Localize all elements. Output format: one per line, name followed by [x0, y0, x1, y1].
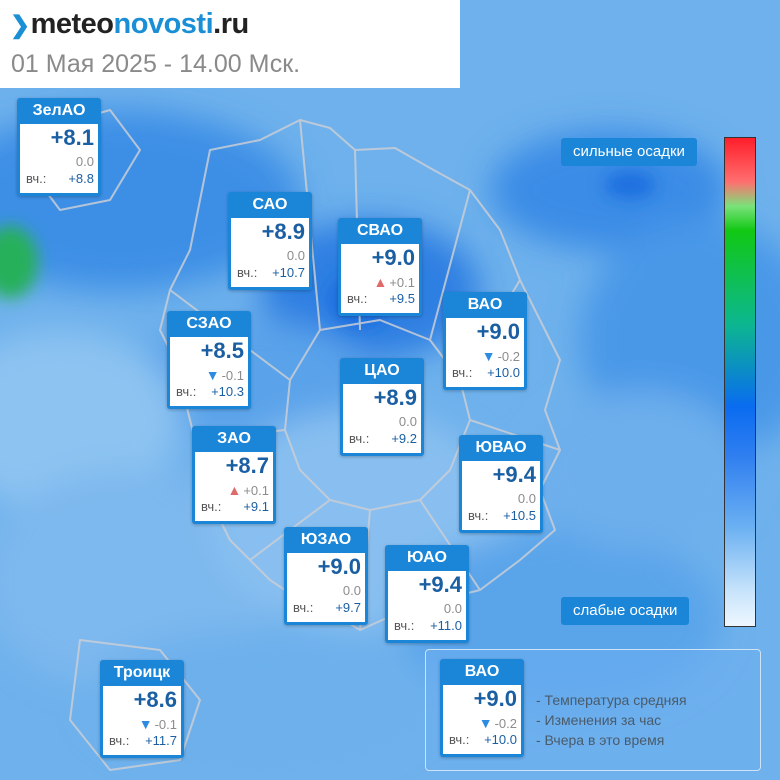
- logo-mark-icon: ❯: [10, 12, 30, 39]
- trend-down-icon: ▼: [138, 716, 153, 732]
- district-card-vao[interactable]: ВАО +9.0 ▼ -0.2 вч.: +10.0: [443, 292, 527, 390]
- district-name: ВАО: [464, 663, 500, 680]
- district-name: ЗелАО: [32, 102, 86, 119]
- district-card-yuvao[interactable]: ЮВАО +9.4 0.0 вч.: +10.5: [459, 435, 543, 533]
- logo-bold: novosti: [113, 8, 214, 40]
- district-temp: +8.7: [225, 453, 269, 478]
- district-card-yuzao[interactable]: ЮЗАО +9.0 0.0 вч.: +9.7: [284, 527, 368, 625]
- district-name: Троицк: [113, 664, 171, 681]
- district-temp: +9.0: [473, 686, 517, 711]
- hourly-change: ▼ -0.2: [481, 348, 520, 364]
- hourly-change: 0.0: [398, 414, 417, 429]
- district-temp: +8.5: [200, 338, 244, 363]
- district-card-svao[interactable]: СВАО +9.0 ▲ +0.1 вч.: +9.5: [338, 218, 422, 316]
- district-name: ЮАО: [407, 549, 447, 566]
- yesterday-temp: вч.: +11.0: [394, 618, 462, 633]
- legend-sample-card: ВАО +9.0 ▼ -0.2 вч.: +10.0: [440, 659, 524, 757]
- district-temp: +8.9: [373, 385, 417, 410]
- district-temp: +9.0: [371, 245, 415, 270]
- district-temp: +9.4: [418, 572, 462, 597]
- district-name: ЦАО: [364, 362, 400, 379]
- yesterday-temp: вч.: +9.7: [293, 600, 361, 615]
- hourly-change: ▲ +0.1: [227, 482, 269, 498]
- logo-suffix: .ru: [213, 8, 249, 40]
- hourly-change: 0.0: [342, 583, 361, 598]
- yesterday-temp: вч.: +9.2: [349, 431, 417, 446]
- district-temp: +8.1: [50, 125, 94, 150]
- district-temp: +8.9: [261, 219, 305, 244]
- district-card-sao[interactable]: САО +8.9 0.0 вч.: +10.7: [228, 192, 312, 290]
- district-card-szao[interactable]: СЗАО +8.5 ▼ -0.1 вч.: +10.3: [167, 311, 251, 409]
- logo-prefix: meteo: [30, 8, 114, 40]
- district-card-zao[interactable]: ЗАО +8.7 ▲ +0.1 вч.: +9.1: [192, 426, 276, 524]
- yesterday-temp: вч.: +8.8: [26, 171, 94, 186]
- yesterday-temp: вч.: +9.5: [347, 291, 415, 306]
- yesterday-temp: вч.: +9.1: [201, 499, 269, 514]
- district-name: САО: [252, 196, 288, 213]
- district-temp: +8.6: [133, 687, 177, 712]
- yesterday-temp: вч.: +10.7: [237, 265, 305, 280]
- site-logo[interactable]: ❯meteonovosti.ru: [10, 8, 249, 41]
- yesterday-temp: вч.: +10.3: [176, 384, 244, 399]
- trend-down-icon: ▼: [481, 348, 496, 364]
- district-card-zelao[interactable]: ЗелАО +8.1 0.0 вч.: +8.8: [17, 98, 101, 196]
- district-name: ЗАО: [217, 430, 251, 447]
- district-temp: +9.0: [317, 554, 361, 579]
- yesterday-temp: вч.: +11.7: [109, 733, 177, 748]
- legend-line-yesterday: - Вчера в это время: [536, 732, 665, 748]
- trend-down-icon: ▼: [478, 715, 493, 731]
- district-temp: +9.0: [476, 319, 520, 344]
- scale-top-label: сильные осадки: [561, 138, 697, 166]
- hourly-change: ▼ -0.1: [138, 716, 177, 732]
- hourly-change: 0.0: [75, 154, 94, 169]
- district-name: ЮВАО: [475, 439, 527, 456]
- district-card-yuao[interactable]: ЮАО +9.4 0.0 вч.: +11.0: [385, 545, 469, 643]
- scale-bottom-label: слабые осадки: [561, 597, 690, 625]
- legend-line-temp: - Температура средняя: [536, 692, 687, 708]
- legend-line-change: - Изменения за час: [536, 712, 662, 728]
- district-name: СЗАО: [186, 315, 232, 332]
- district-name: СВАО: [356, 222, 404, 239]
- yesterday-temp: вч.: +10.0: [449, 732, 517, 747]
- header: ❯meteonovosti.ru 01 Мая 2025 - 14.00 Мск…: [0, 0, 460, 88]
- district-temp: +9.4: [492, 462, 536, 487]
- forecast-datetime: 01 Мая 2025 - 14.00 Мск.: [11, 50, 301, 78]
- district-name: ВАО: [467, 296, 503, 313]
- hourly-change: 0.0: [517, 491, 536, 506]
- hourly-change: 0.0: [286, 248, 305, 263]
- district-card-troitsk[interactable]: Троицк +8.6 ▼ -0.1 вч.: +11.7: [100, 660, 184, 758]
- hourly-change: ▼ -0.1: [205, 367, 244, 383]
- hourly-change: ▼ -0.2: [478, 715, 517, 731]
- trend-up-icon: ▲: [373, 274, 388, 290]
- hourly-change: ▲ +0.1: [373, 274, 415, 290]
- legend-descriptions: - Температура средняя - Изменения за час…: [536, 690, 687, 750]
- yesterday-temp: вч.: +10.5: [468, 508, 536, 523]
- yesterday-temp: вч.: +10.0: [452, 365, 520, 380]
- hourly-change: 0.0: [443, 601, 462, 616]
- trend-up-icon: ▲: [227, 482, 242, 498]
- district-card-cao[interactable]: ЦАО +8.9 0.0 вч.: +9.2: [340, 358, 424, 456]
- trend-down-icon: ▼: [205, 367, 220, 383]
- district-name: ЮЗАО: [300, 531, 352, 548]
- legend-panel: ВАО +9.0 ▼ -0.2 вч.: +10.0 - Температура сре…: [425, 649, 761, 771]
- precipitation-scale-bar: [724, 137, 756, 627]
